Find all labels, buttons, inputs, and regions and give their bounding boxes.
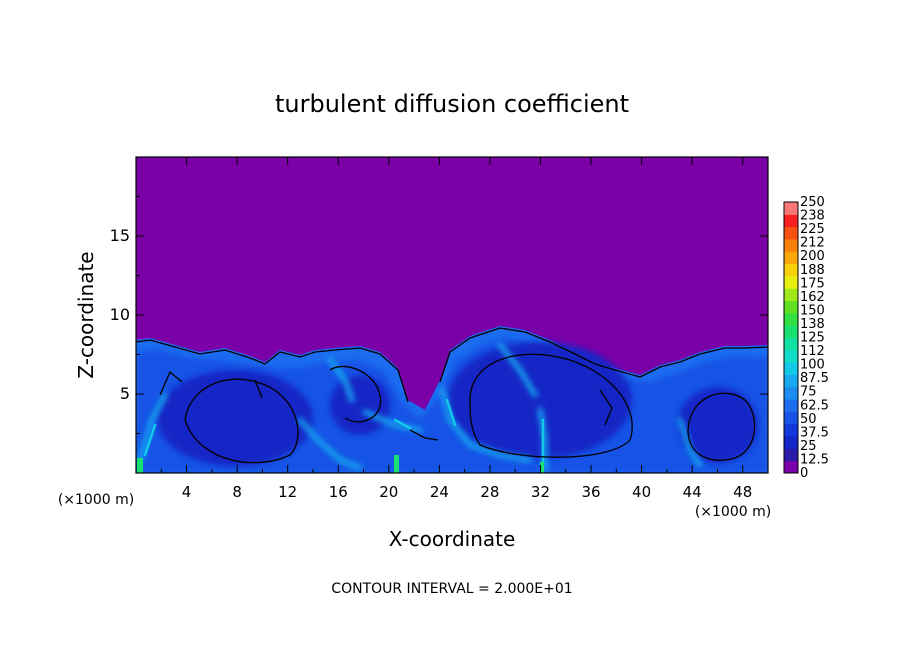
colorbar-swatch	[784, 423, 798, 437]
colorbar-label: 87.5	[800, 371, 829, 386]
y-axis-ticks: 5 10 15	[110, 196, 768, 434]
x-tick-label: 44	[683, 483, 702, 501]
colorbar-frame	[783, 201, 799, 474]
colorbar-label: 125	[800, 331, 825, 346]
colorbar-label: 238	[800, 209, 825, 224]
x-tick-label: 24	[430, 483, 449, 501]
colorbar-swatch	[784, 362, 798, 375]
cell-core-center	[448, 342, 632, 458]
x-tick-label: 32	[531, 483, 550, 501]
colorbar-swatch	[784, 214, 798, 228]
x-tick-label: 8	[232, 483, 242, 501]
colorbar-label: 25	[800, 439, 817, 454]
colorbar-swatch	[784, 300, 798, 314]
colorbar-swatch	[784, 251, 798, 265]
x-tick-label: 36	[581, 483, 600, 501]
peak-streaks	[143, 398, 545, 467]
colorbar: 012.52537.55062.57587.510011212513815016…	[783, 195, 829, 481]
surface-green-spots	[137, 455, 544, 473]
contour-lines	[136, 327, 768, 464]
x-tick-label: 20	[379, 483, 398, 501]
heatmap-plot	[136, 157, 768, 473]
y-tick-label: 15	[110, 226, 130, 245]
cell-core-left	[157, 370, 313, 466]
colorbar-swatch	[784, 411, 798, 425]
colorbar-swatch	[784, 312, 798, 326]
colorbar-label: 212	[800, 236, 825, 251]
colorbar-label: 138	[800, 317, 825, 332]
colorbar-swatch	[784, 460, 798, 474]
colorbar-label: 150	[800, 303, 825, 318]
colorbar-label: 162	[800, 290, 825, 305]
colorbar-label: 0	[800, 466, 808, 481]
chart-title: turbulent diffusion coefficient	[275, 90, 629, 118]
colorbar-swatch	[784, 399, 798, 412]
colorbar-label: 225	[800, 222, 825, 237]
colorbar-label: 250	[800, 195, 825, 210]
cell-core-right	[678, 387, 758, 463]
colorbar-swatch	[784, 349, 798, 363]
colorbar-label: 37.5	[800, 425, 829, 440]
x-unit-left: (×1000 m)	[58, 492, 134, 508]
colorbar-label: 12.5	[800, 452, 829, 467]
colorbar-swatch	[784, 263, 798, 277]
colorbar-label: 188	[800, 263, 825, 278]
contour-interval-note: CONTOUR INTERVAL = 2.000E+01	[331, 581, 572, 597]
colorbar-swatch	[784, 436, 798, 449]
colorbar-swatch	[784, 202, 798, 215]
x-axis-label: X-coordinate	[389, 527, 516, 551]
x-tick-label: 28	[480, 483, 499, 501]
colorbar-swatch	[784, 275, 798, 289]
colorbar-label: 175	[800, 276, 825, 291]
colorbar-swatch	[784, 238, 798, 252]
colorbar-swatch	[784, 288, 798, 302]
x-tick-label: 12	[278, 483, 297, 501]
colorbar-swatch	[784, 374, 798, 388]
x-tick-label: 48	[733, 483, 752, 501]
colorbar-swatch	[784, 226, 798, 240]
colorbar-label: 200	[800, 249, 825, 264]
x-axis-ticks: 4 8 12 16 20 24 28 32 36 40 44 48	[160, 157, 752, 501]
colorbar-label: 62.5	[800, 398, 829, 413]
cell-core-mid	[330, 375, 390, 435]
colorbar-label: 50	[800, 412, 817, 427]
x-tick-label: 40	[632, 483, 651, 501]
colorbar-swatch	[784, 337, 798, 351]
x-tick-label: 16	[329, 483, 348, 501]
y-tick-label: 5	[120, 384, 130, 403]
colorbar-label: 112	[800, 344, 825, 359]
colorbar-label: 100	[800, 358, 825, 373]
y-tick-label: 10	[110, 305, 130, 324]
colorbar-swatch	[784, 325, 798, 338]
y-axis-label: Z-coordinate	[74, 251, 98, 378]
colorbar-swatch	[784, 448, 798, 462]
colorbar-label: 75	[800, 385, 817, 400]
high-value-streaks	[137, 342, 703, 473]
colorbar-swatch	[784, 386, 798, 400]
x-unit-right: (×1000 m)	[695, 504, 771, 520]
x-tick-label: 4	[182, 483, 192, 501]
